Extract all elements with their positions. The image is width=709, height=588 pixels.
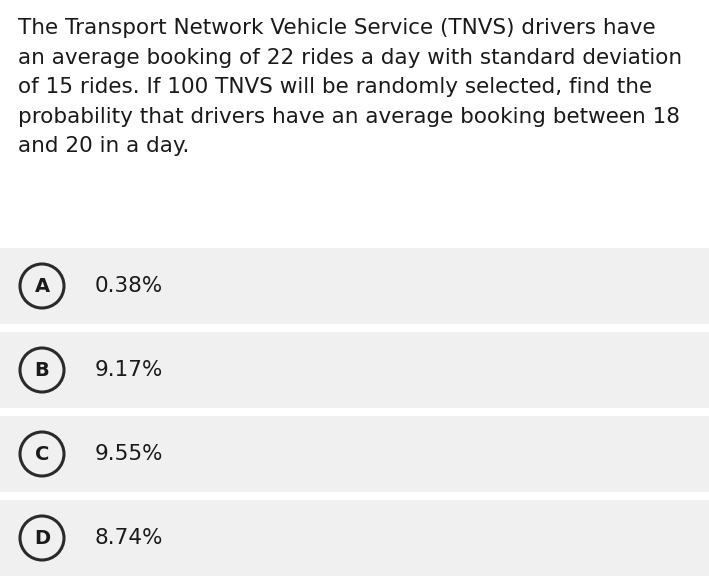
Text: A: A — [35, 276, 50, 296]
Bar — [0, 248, 709, 324]
Bar — [0, 500, 709, 576]
Text: D: D — [34, 529, 50, 547]
Text: 9.55%: 9.55% — [95, 444, 164, 464]
Circle shape — [20, 432, 64, 476]
Bar — [0, 416, 709, 492]
Text: 0.38%: 0.38% — [95, 276, 163, 296]
Bar — [0, 332, 709, 408]
Circle shape — [20, 264, 64, 308]
Text: 8.74%: 8.74% — [95, 528, 164, 548]
Text: 9.17%: 9.17% — [95, 360, 163, 380]
Circle shape — [20, 516, 64, 560]
Text: C: C — [35, 445, 49, 463]
Text: B: B — [35, 360, 50, 379]
Circle shape — [20, 348, 64, 392]
Text: The Transport Network Vehicle Service (TNVS) drivers have
an average booking of : The Transport Network Vehicle Service (T… — [18, 18, 682, 156]
